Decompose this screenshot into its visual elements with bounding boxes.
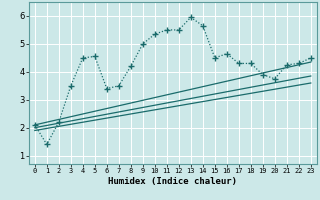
X-axis label: Humidex (Indice chaleur): Humidex (Indice chaleur) bbox=[108, 177, 237, 186]
